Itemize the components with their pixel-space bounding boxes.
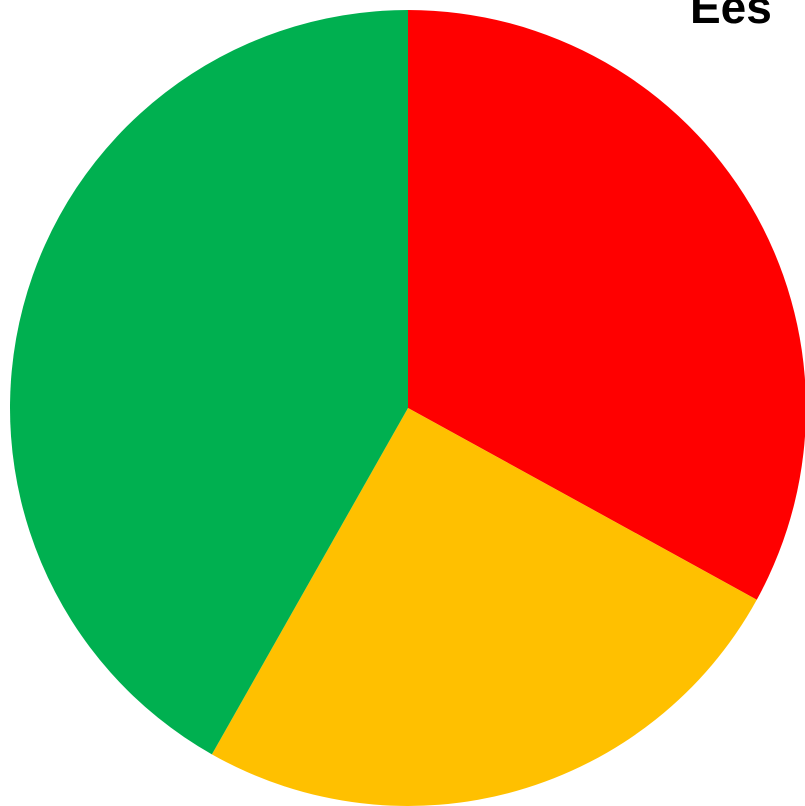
pie-slices [10,10,805,806]
pie-slice-1 [408,10,805,600]
pie-slice-3 [10,10,408,755]
pie-slice-2 [211,408,757,806]
chart-title: Ees [690,0,772,33]
